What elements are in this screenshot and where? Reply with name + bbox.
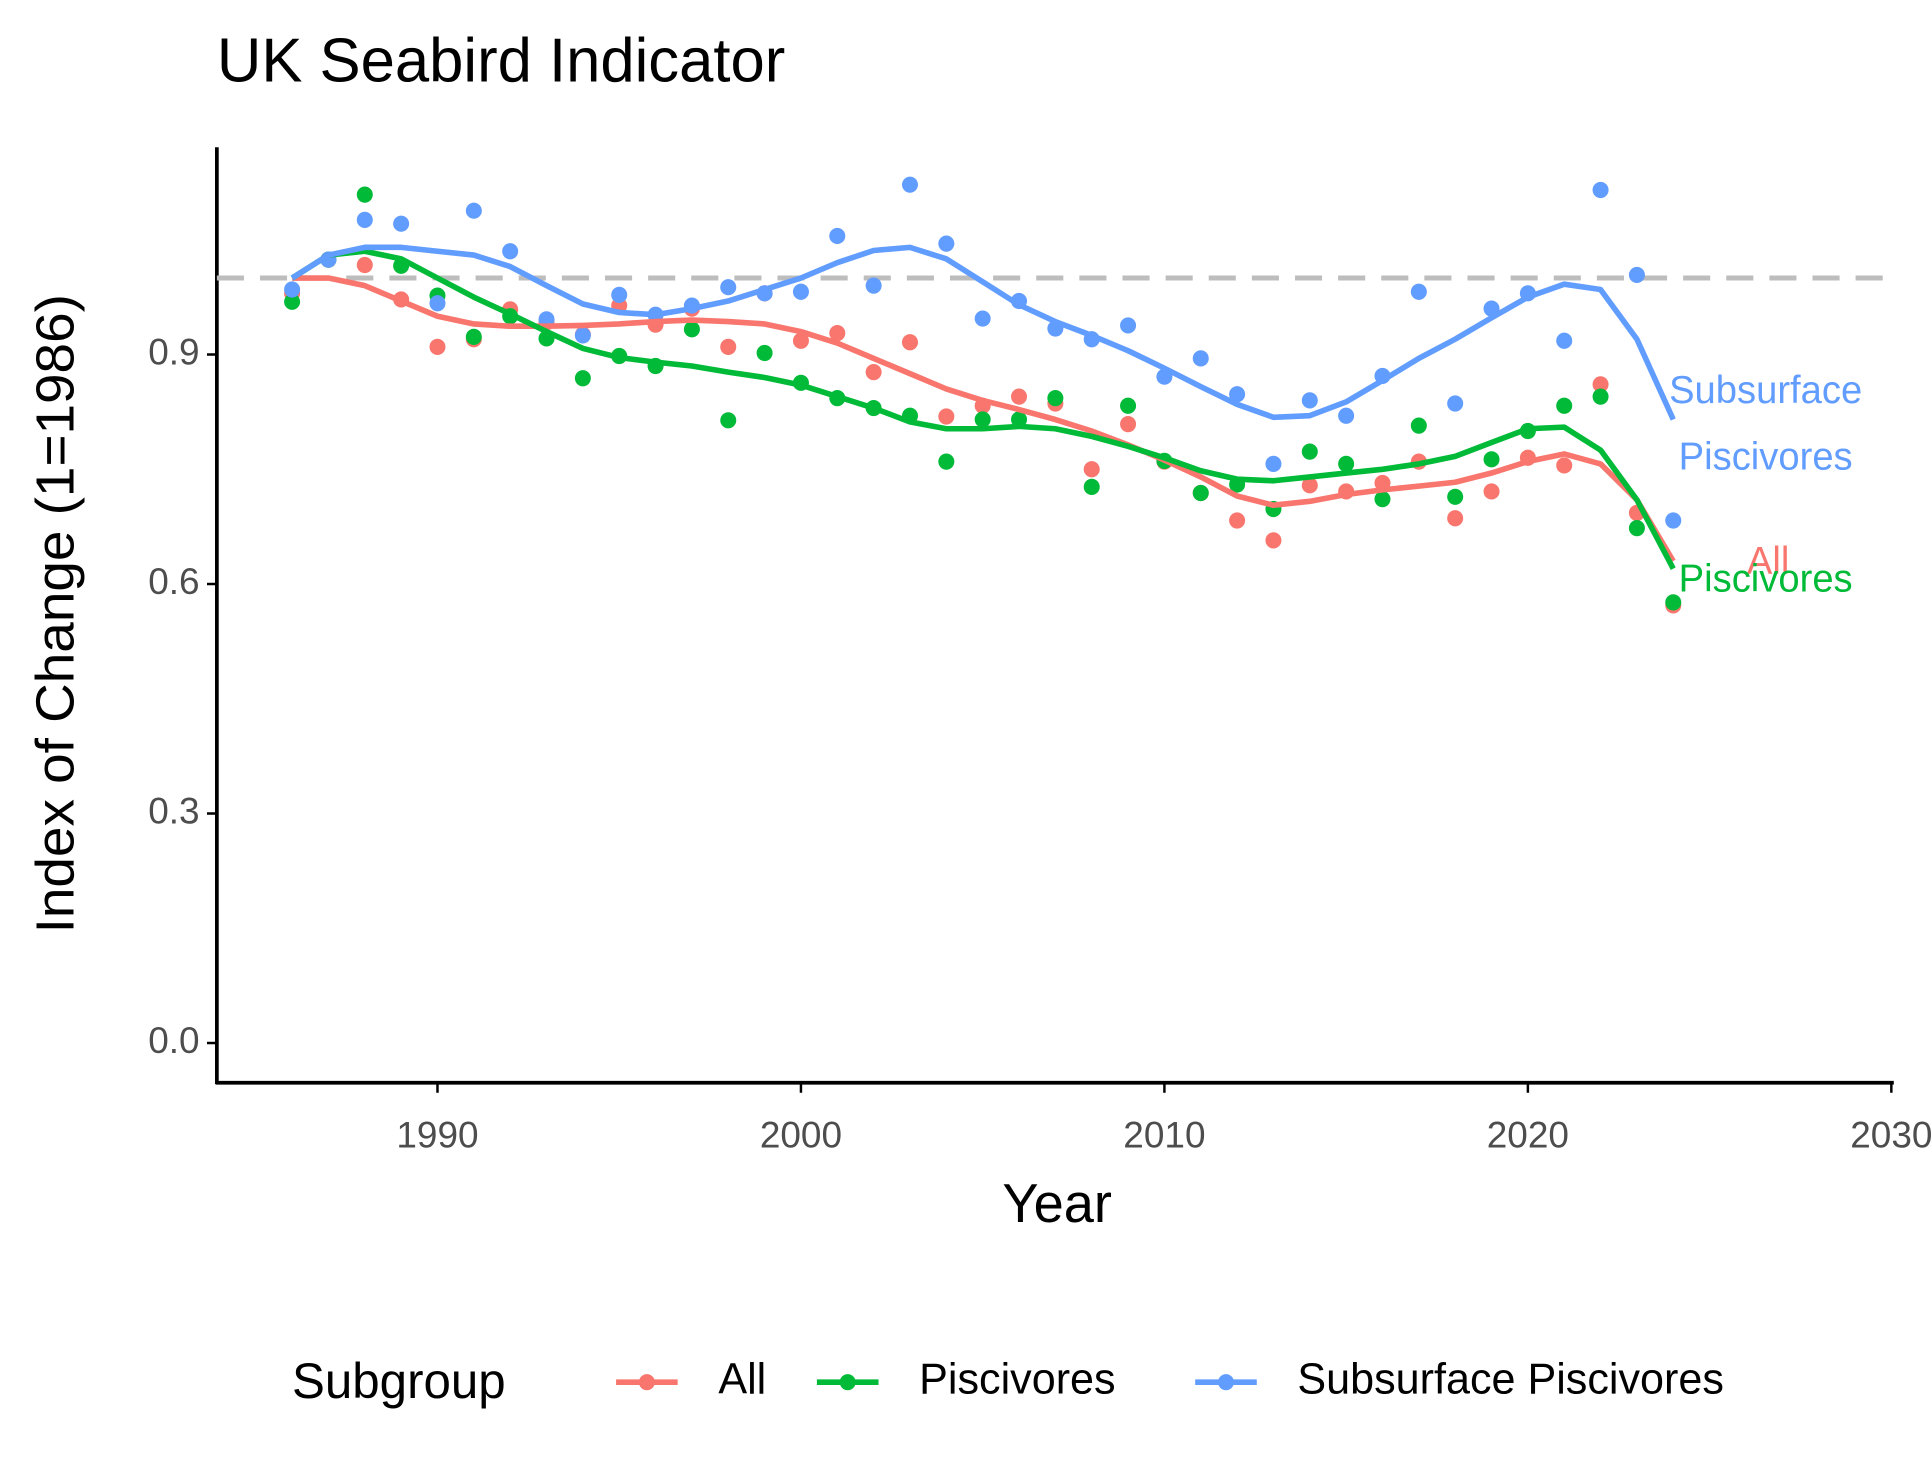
data-point [429,295,446,312]
data-point [1628,520,1645,537]
data-point [574,327,591,344]
data-point [901,334,918,351]
data-point [284,293,301,310]
data-point [1592,388,1609,405]
data-point [720,412,737,429]
data-point [1447,488,1464,505]
x-tick-label: 2030 [1850,1113,1932,1155]
data-point [1192,350,1209,367]
data-point [284,281,301,298]
data-point [1374,490,1391,508]
trend-line [290,244,1676,421]
legend-label: Piscivores [919,1355,1115,1403]
x-tick-label: 2000 [760,1113,842,1155]
data-point [974,411,991,428]
data-point [574,370,591,387]
data-point [1047,390,1064,407]
data-point [1447,510,1464,527]
data-point [1011,388,1028,405]
data-point [1483,451,1500,468]
data-point [1229,386,1246,403]
data-point [1592,376,1609,393]
data-point [356,211,373,228]
data-point [1301,392,1318,409]
data-point [1192,484,1209,502]
data-point [1556,397,1573,414]
data-point [502,243,519,260]
data-point [1083,478,1100,495]
data-point [1265,532,1282,549]
y-tick-label: 0.9 [148,330,199,372]
trend-line [290,248,1676,571]
end-label: Piscivores [1679,557,1853,600]
data-point [1265,455,1282,473]
data-point [465,328,482,346]
data-point [1665,594,1682,611]
data-point [356,186,373,203]
data-point [1301,477,1318,494]
data-point [1410,417,1427,434]
data-point [756,344,773,362]
data-point [393,215,410,232]
legend-key-point [638,1374,655,1391]
data-point [974,310,991,327]
x-tick-label: 2020 [1487,1113,1569,1155]
x-tick-label: 2010 [1123,1113,1205,1155]
end-label: Subsurface [1669,369,1862,412]
data-point [1011,411,1028,428]
data-point [1083,461,1100,478]
data-point [465,202,482,219]
data-point [1483,483,1500,500]
data-point [429,338,446,355]
data-point [683,321,700,338]
data-point [1447,395,1464,412]
data-point [938,453,955,470]
data-point [865,277,882,294]
data-point [720,279,737,296]
legend-label: All [718,1355,766,1403]
x-axis-label: Year [1002,1173,1112,1234]
data-point [829,227,846,245]
data-point [1120,317,1137,334]
data-point [1338,407,1355,424]
chart-title: UK Seabird Indicator [217,26,785,95]
legend-label: Subsurface Piscivores [1297,1355,1723,1403]
data-point [1120,397,1137,414]
y-axis-label: Index of Change (1=1986) [25,294,86,933]
legend-key-point [1217,1374,1234,1391]
data-point [1628,266,1645,284]
end-label: All [1747,540,1789,583]
data-point [1556,457,1573,474]
data-point [938,235,955,252]
data-point [901,176,918,193]
data-point [1556,332,1573,349]
data-point [792,283,809,300]
data-point [1410,283,1427,300]
data-point [1338,455,1355,473]
data-point [1301,443,1318,460]
data-point [356,256,373,274]
data-point [792,332,809,349]
trend-line [292,275,1676,563]
data-point [829,324,846,342]
data-point [1665,512,1682,529]
data-point [1120,416,1137,433]
y-tick-label: 0.0 [148,1019,199,1061]
x-tick-label: 1990 [396,1113,478,1155]
y-tick-label: 0.6 [148,560,199,602]
data-point [1592,181,1609,199]
data-point [938,408,955,425]
data-point [611,286,628,303]
data-point [720,338,737,355]
data-point [1229,512,1246,529]
legend-title: Subgroup [292,1353,506,1409]
end-label: Piscivores [1679,435,1853,478]
data-point [865,363,882,381]
legend-key-point [839,1374,856,1391]
y-tick-label: 0.3 [148,789,199,831]
